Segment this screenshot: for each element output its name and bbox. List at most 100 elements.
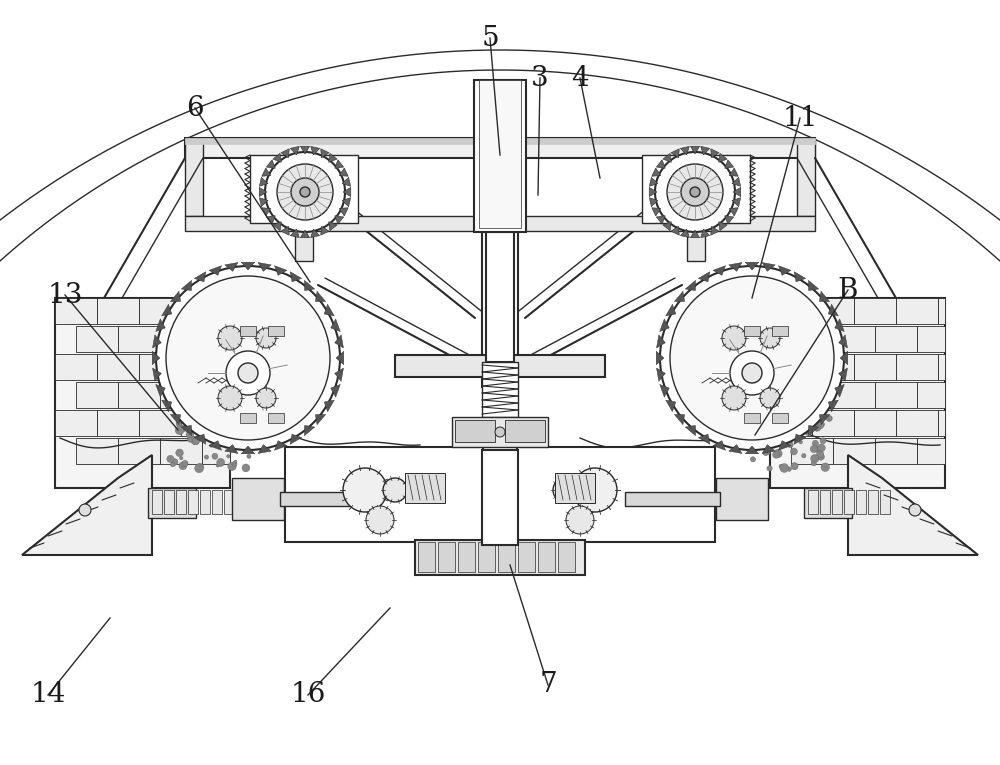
Bar (744, 413, 760, 423)
Circle shape (234, 460, 237, 463)
Circle shape (189, 409, 196, 415)
Circle shape (763, 451, 768, 456)
Polygon shape (339, 168, 348, 176)
Circle shape (195, 464, 203, 473)
Circle shape (771, 444, 775, 447)
Bar (55, 410, 97, 436)
Polygon shape (241, 446, 255, 454)
Polygon shape (711, 226, 719, 235)
Polygon shape (711, 148, 719, 158)
Bar (181, 354, 223, 380)
Polygon shape (324, 400, 334, 412)
Circle shape (265, 152, 345, 232)
Circle shape (817, 451, 824, 458)
Circle shape (690, 187, 700, 197)
Circle shape (209, 433, 213, 438)
Bar (505, 420, 545, 442)
Circle shape (909, 504, 921, 516)
Circle shape (186, 412, 191, 417)
Polygon shape (819, 291, 830, 301)
Circle shape (183, 410, 188, 415)
Bar (833, 326, 875, 352)
Circle shape (218, 326, 242, 350)
Polygon shape (336, 351, 344, 365)
Bar (118, 326, 160, 352)
Polygon shape (152, 351, 160, 365)
Circle shape (232, 461, 237, 466)
Bar (97, 298, 139, 324)
Circle shape (799, 441, 802, 444)
Polygon shape (701, 229, 710, 238)
Circle shape (176, 449, 183, 457)
Polygon shape (259, 197, 268, 207)
Circle shape (171, 459, 178, 465)
Polygon shape (666, 304, 676, 316)
Circle shape (753, 415, 761, 424)
Polygon shape (273, 222, 281, 231)
Circle shape (195, 413, 203, 421)
Circle shape (256, 328, 276, 348)
Circle shape (277, 164, 333, 220)
Bar (770, 298, 812, 324)
Circle shape (495, 427, 505, 437)
Circle shape (750, 435, 756, 441)
Polygon shape (170, 291, 181, 301)
Bar (185, 216, 815, 231)
Bar (917, 382, 945, 408)
Bar (772, 413, 788, 423)
Bar (118, 438, 160, 464)
Circle shape (812, 440, 818, 447)
Polygon shape (666, 400, 676, 412)
Polygon shape (335, 335, 343, 348)
Bar (791, 438, 833, 464)
Circle shape (816, 425, 821, 431)
Polygon shape (300, 146, 310, 154)
Polygon shape (656, 351, 664, 365)
Bar (202, 326, 230, 352)
Polygon shape (698, 435, 710, 444)
Circle shape (681, 178, 709, 206)
Polygon shape (701, 146, 710, 155)
Polygon shape (839, 335, 847, 348)
Circle shape (660, 266, 844, 450)
Circle shape (777, 412, 783, 419)
Bar (240, 413, 256, 423)
Bar (55, 354, 97, 380)
Circle shape (811, 461, 816, 466)
Polygon shape (808, 425, 819, 436)
Polygon shape (153, 335, 161, 348)
Circle shape (222, 407, 231, 415)
Polygon shape (656, 160, 665, 168)
Bar (152, 490, 162, 514)
Circle shape (766, 451, 770, 455)
Polygon shape (680, 146, 689, 155)
Circle shape (566, 506, 594, 534)
Polygon shape (698, 272, 710, 282)
Bar (538, 542, 555, 572)
Bar (268, 413, 284, 423)
Polygon shape (329, 153, 337, 162)
Bar (202, 438, 230, 464)
Bar (223, 298, 230, 324)
Polygon shape (300, 230, 310, 238)
Polygon shape (290, 435, 302, 444)
Polygon shape (304, 280, 315, 291)
Bar (558, 542, 575, 572)
Polygon shape (170, 415, 181, 425)
Bar (938, 354, 945, 380)
Bar (938, 410, 945, 436)
Bar (797, 138, 815, 216)
Polygon shape (225, 444, 238, 454)
Polygon shape (649, 177, 658, 187)
Polygon shape (674, 291, 685, 301)
Circle shape (773, 451, 779, 458)
Circle shape (201, 424, 208, 431)
Circle shape (820, 445, 825, 451)
Bar (395, 355, 605, 377)
Polygon shape (848, 455, 978, 555)
Bar (517, 447, 715, 542)
Circle shape (209, 444, 213, 448)
Circle shape (209, 417, 218, 425)
Polygon shape (778, 265, 791, 275)
Polygon shape (652, 208, 661, 216)
